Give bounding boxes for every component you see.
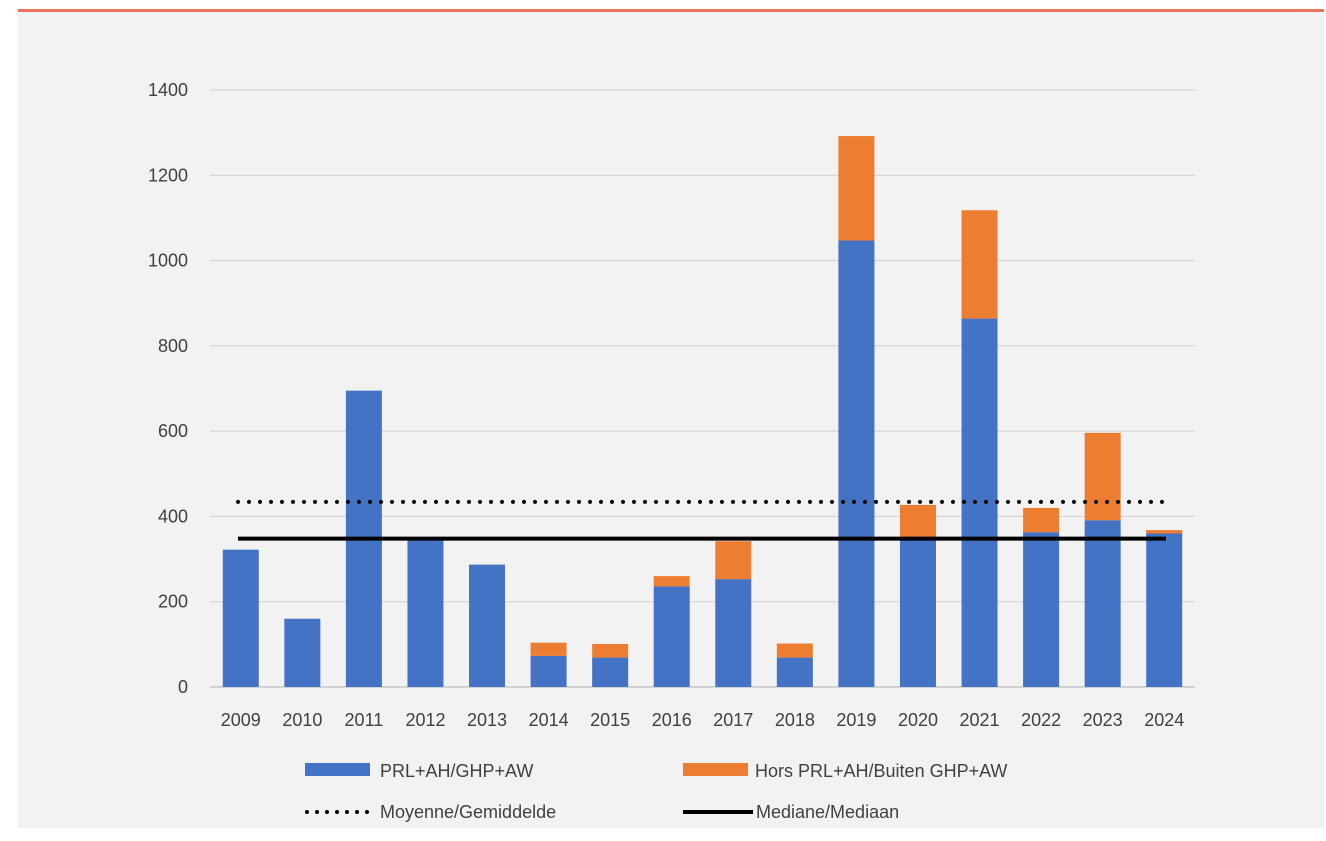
x-tick-label: 2014 <box>529 710 569 730</box>
x-tick-label: 2010 <box>282 710 322 730</box>
x-tick-label: 2015 <box>590 710 630 730</box>
bar-series2 <box>961 210 998 319</box>
x-tick-label: 2024 <box>1144 710 1184 730</box>
bar-series1 <box>715 579 752 687</box>
legend-label-median: Mediane/Mediaan <box>756 802 899 822</box>
y-axis: 0 200 400 600 800 1000 1200 1400 <box>148 80 188 697</box>
bar-series2 <box>776 643 813 658</box>
reference-lines <box>236 499 1168 541</box>
y-tick-label: 1000 <box>148 251 188 271</box>
x-tick-label: 2012 <box>405 710 445 730</box>
bar-series1 <box>776 657 813 687</box>
bar-series1 <box>961 318 998 687</box>
bar-series1 <box>284 618 321 687</box>
bar-series2 <box>592 643 629 658</box>
y-tick-label: 0 <box>178 677 188 697</box>
x-tick-label: 2021 <box>960 710 1000 730</box>
bar-series1 <box>1146 533 1183 687</box>
bar-series1 <box>222 549 259 687</box>
legend: PRL+AH/GHP+AW Hors PRL+AH/Buiten GHP+AW Mo… <box>305 761 1007 822</box>
bar-series2 <box>838 136 875 241</box>
x-tick-label: 2020 <box>898 710 938 730</box>
y-tick-label: 200 <box>158 592 188 612</box>
bar-series1 <box>530 655 567 687</box>
x-tick-label: 2016 <box>652 710 692 730</box>
x-tick-label: 2013 <box>467 710 507 730</box>
y-tick-label: 1200 <box>148 165 188 185</box>
bar-series2 <box>653 576 690 587</box>
bar-series1 <box>838 240 875 687</box>
legend-swatch-series1 <box>305 763 370 776</box>
x-tick-label: 2017 <box>713 710 753 730</box>
x-tick-label: 2023 <box>1083 710 1123 730</box>
bar-series1 <box>1084 520 1121 687</box>
bar-series2 <box>530 642 567 656</box>
x-axis: 2009 2010 2011 2012 2013 2014 2015 2016 2017 2018… <box>221 710 1184 730</box>
y-tick-label: 600 <box>158 421 188 441</box>
x-tick-label: 2009 <box>221 710 261 730</box>
legend-swatch-series2 <box>683 763 748 776</box>
bar-series2 <box>715 541 752 580</box>
legend-label-series2: Hors PRL+AH/Buiten GHP+AW <box>755 761 1007 781</box>
top-accent-rule <box>18 9 1324 12</box>
legend-label-series1: PRL+AH/GHP+AW <box>380 761 533 781</box>
bars <box>222 136 1183 687</box>
chart-frame: 0 200 400 600 800 1000 1200 1400 2009 2010 2011 20… <box>8 0 1326 841</box>
bar-series2 <box>899 504 936 540</box>
bar-series1 <box>407 539 444 687</box>
legend-label-mean: Moyenne/Gemiddelde <box>380 802 556 822</box>
y-tick-label: 800 <box>158 336 188 356</box>
x-tick-label: 2022 <box>1021 710 1061 730</box>
bar-series1 <box>469 564 506 687</box>
bar-series1 <box>592 657 629 687</box>
bar-series1 <box>899 539 936 687</box>
x-tick-label: 2011 <box>345 710 384 730</box>
bar-series2 <box>1023 507 1060 533</box>
y-tick-label: 1400 <box>148 80 188 100</box>
bar-series1 <box>1023 532 1060 687</box>
bar-series2 <box>1146 530 1183 534</box>
x-tick-label: 2019 <box>836 710 876 730</box>
bar-series2 <box>1084 432 1121 521</box>
x-tick-label: 2018 <box>775 710 815 730</box>
y-tick-label: 400 <box>158 506 188 526</box>
chart-panel <box>18 12 1324 828</box>
bar-series1 <box>653 586 690 687</box>
